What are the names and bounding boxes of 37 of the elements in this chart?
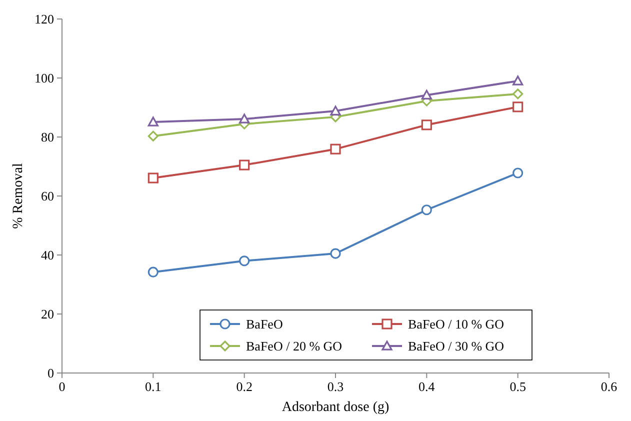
y-tick-label: 40	[41, 248, 54, 262]
legend-label: BaFeO / 30 % GO	[408, 338, 504, 354]
point	[148, 130, 158, 142]
legend-label: BaFeO / 10 % GO	[408, 316, 504, 332]
point	[512, 88, 524, 100]
point	[330, 248, 341, 259]
point	[239, 114, 250, 124]
y-tick-label: 120	[34, 12, 54, 26]
point	[330, 144, 341, 154]
point	[421, 204, 432, 216]
legend-label: BaFeO / 20 % GO	[246, 338, 342, 354]
y-tick-label: 20	[41, 306, 54, 322]
x-tick-label: 0.3	[327, 379, 344, 394]
x-tick-label: 0.6	[600, 379, 618, 394]
x-tick-label: 0.2	[236, 379, 252, 394]
point	[148, 172, 158, 184]
x-tick-label: 0.1	[145, 379, 162, 394]
point	[330, 106, 341, 116]
x-axis-title: Adsorbant dose (g)	[282, 400, 390, 415]
point	[512, 76, 524, 86]
point	[239, 256, 250, 266]
point	[512, 168, 524, 178]
x-tick-label: 0.4	[418, 379, 436, 394]
point	[421, 120, 432, 130]
point	[239, 160, 250, 170]
point	[421, 90, 432, 100]
y-axis-title: % Removal	[11, 163, 26, 229]
x-tick-label: 0	[58, 379, 66, 394]
y-tick-label: 0	[48, 366, 54, 380]
y-tick-label: 80	[41, 130, 54, 144]
y-tick-label: 60	[41, 188, 54, 204]
point	[512, 102, 524, 112]
point	[148, 116, 158, 126]
point	[148, 266, 158, 278]
x-tick-label: 0.5	[510, 379, 526, 394]
legend-label: BaFeO	[246, 316, 283, 332]
y-tick-label: 100	[34, 70, 54, 86]
